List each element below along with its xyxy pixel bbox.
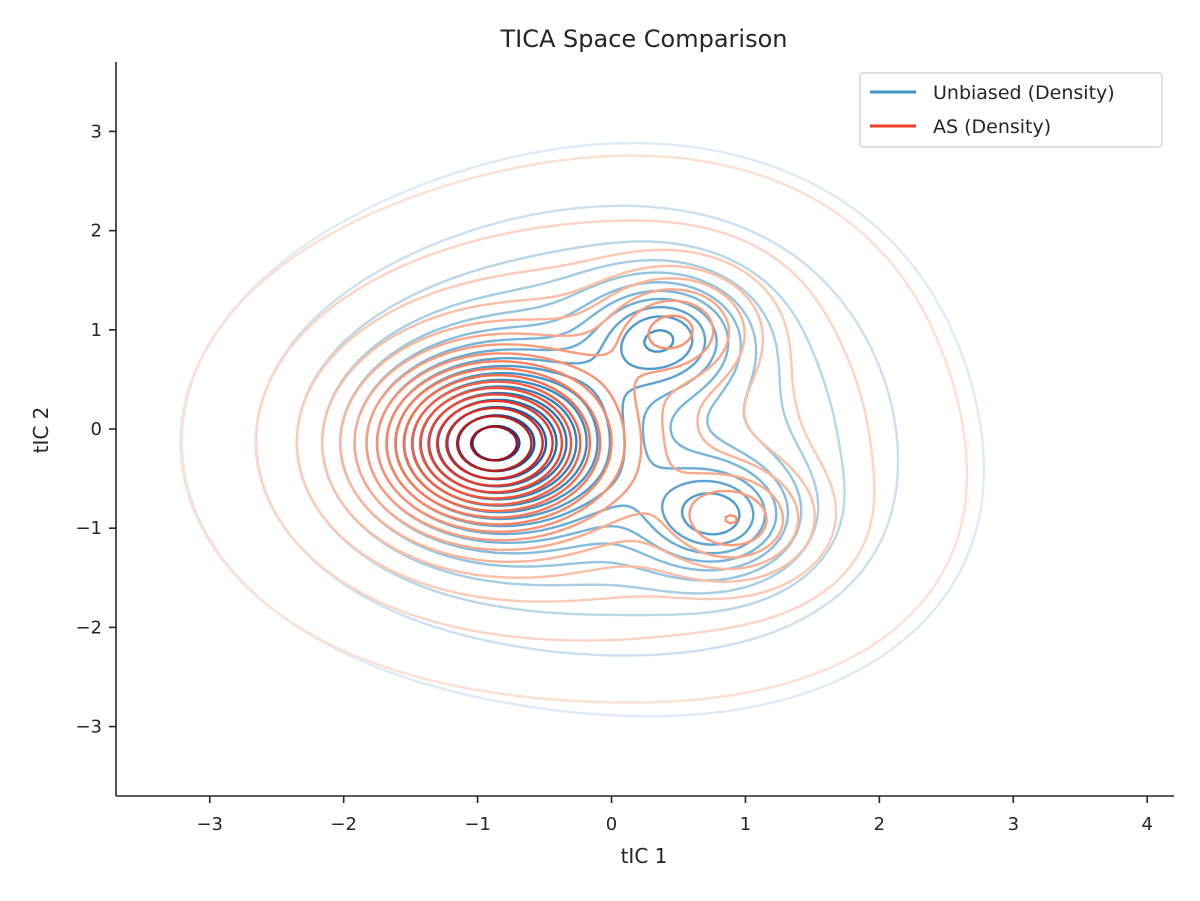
as-contour-line [353,288,785,559]
axes [115,62,1174,797]
x-ticks: −3 −2 −1 0 1 2 3 4 [196,796,1153,835]
x-tick-label: 1 [740,814,751,835]
y-tick-label: −3 [75,717,102,738]
as-contour-line [402,374,592,513]
y-tick-label: 0 [91,419,102,440]
as-contour-line [365,299,768,547]
as-contour-line [445,406,544,480]
as-contour-line [339,277,800,571]
legend-label-unbiased: Unbiased (Density) [933,82,1115,104]
y-tick-label: −1 [75,518,102,539]
x-axis-label: tIC 1 [621,844,668,868]
y-tick-label: 1 [91,320,102,341]
as-contour-line [254,219,876,642]
as-contour-line [394,367,602,519]
chart-title: TICA Space Comparison [499,25,787,53]
y-tick-label: 3 [91,121,102,142]
as-contour-line [469,425,518,462]
y-ticks: −3 −2 −1 0 1 2 3 [75,121,116,738]
as-contour-line [179,154,969,704]
x-tick-label: 3 [1008,814,1019,835]
as-contour-line [410,380,582,506]
as-contour-line [435,399,554,487]
as-contour-line [375,314,738,533]
x-tick-label: 2 [874,814,885,835]
as-contour-line [427,393,564,494]
legend: Unbiased (Density) AS (Density) [859,72,1163,148]
x-tick-label: 4 [1141,814,1152,835]
legend-box [859,72,1163,148]
y-axis-label: tIC 2 [29,407,53,454]
x-tick-label: −2 [330,814,357,835]
as-contour-line [455,414,533,472]
contour-plot-area [179,141,985,718]
y-tick-label: 2 [91,221,102,242]
as-contour-line [419,386,573,500]
as-contour-line [321,264,816,583]
x-tick-label: −3 [196,814,223,835]
legend-label-as: AS (Density) [933,116,1051,138]
x-tick-label: 0 [606,814,617,835]
y-tick-label: −2 [75,617,102,638]
x-tick-label: −1 [464,814,491,835]
as-contour-line [295,248,838,603]
as-contour-line [385,360,613,526]
